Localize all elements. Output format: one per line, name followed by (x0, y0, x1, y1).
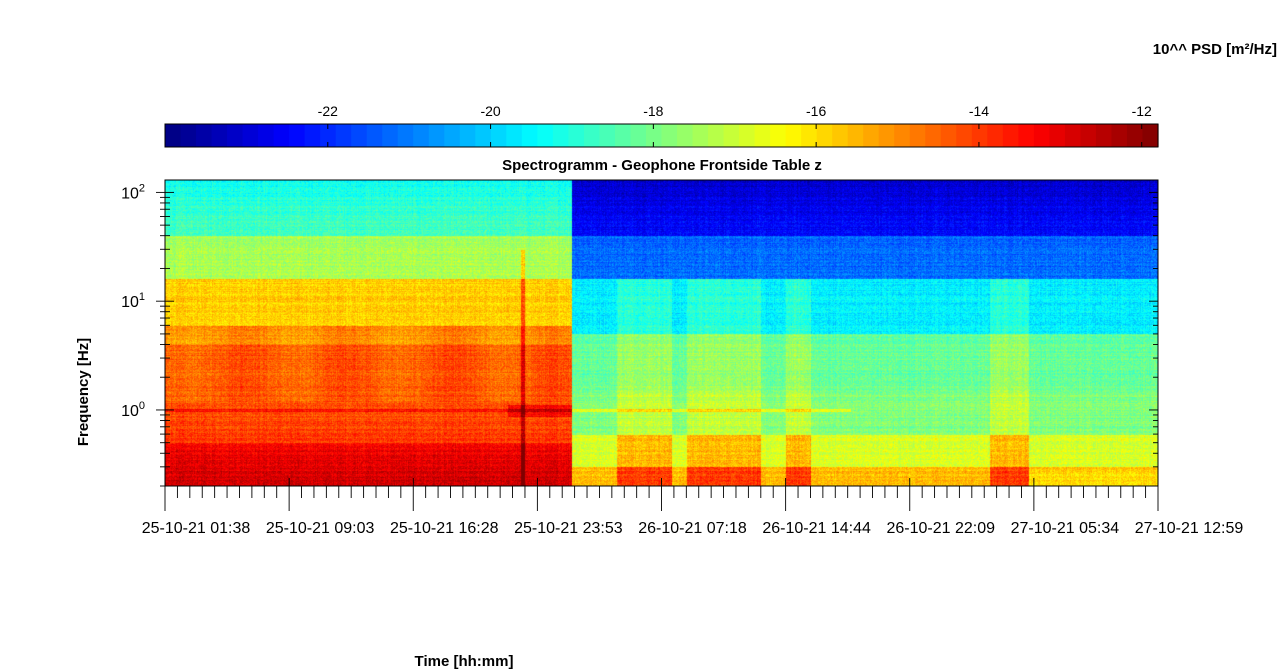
colorbar-cell (568, 124, 585, 147)
colorbar-cell (413, 124, 430, 147)
colorbar-cell (583, 124, 601, 147)
colorbar-cell (351, 124, 368, 147)
colorbar-cell (925, 124, 942, 147)
colorbar-cell (770, 124, 787, 147)
colorbar-cell (630, 124, 647, 147)
x-tick-label: 26-10-21 07:18 (638, 520, 747, 537)
colorbar-cell (397, 124, 414, 147)
colorbar-cell (320, 124, 337, 147)
colorbar-cell (459, 124, 476, 147)
y-tick-label: 102 (121, 182, 145, 202)
colorbar-cell (289, 124, 306, 147)
colorbar-cell (677, 124, 694, 147)
colorbar-tick-label: -22 (318, 103, 338, 119)
x-tick-label: 26-10-21 14:44 (762, 520, 871, 537)
colorbar-cell (708, 124, 725, 147)
colorbar-cell (940, 124, 957, 147)
colorbar-frame (164, 123, 1159, 148)
x-tick-label: 25-10-21 09:03 (266, 520, 375, 537)
colorbar-cell (785, 124, 802, 147)
y-tick-label: 100 (121, 400, 145, 420)
colorbar: -22 -20 -18 -16 -14 -12 (164, 103, 1159, 148)
colorbar-cell (506, 124, 523, 147)
colorbar-cell (382, 124, 399, 147)
colorbar-cell (801, 124, 818, 147)
colorbar-cell (1064, 124, 1082, 147)
colorbar-cell (878, 124, 895, 147)
colorbar-cell (1018, 124, 1035, 147)
colorbar-cell (180, 124, 197, 147)
colorbar-cell (227, 124, 244, 147)
colorbar-cell (754, 124, 771, 147)
colorbar-ticks: -22 -20 -18 -16 -14 -12 (318, 103, 1152, 147)
colorbar-cell (242, 124, 259, 147)
x-tick-label: 25-10-21 16:28 (390, 520, 499, 537)
x-tick-label: 25-10-21 01:38 (142, 520, 251, 537)
y-tick-label: 101 (121, 291, 145, 311)
colorbar-cell (863, 124, 880, 147)
colorbar-cell (847, 124, 864, 147)
colorbar-cell (894, 124, 911, 147)
colorbar-cell (645, 124, 663, 147)
colorbar-tick-label: -12 (1132, 103, 1152, 119)
colorbar-cell (304, 124, 321, 147)
colorbar-tick-label: -20 (480, 103, 500, 119)
colorbar-cell (335, 124, 352, 147)
y-axis-label: Frequency [Hz] (75, 338, 92, 446)
colorbar-cell (1002, 124, 1019, 147)
x-tick-label: 27-10-21 12:59 (1135, 520, 1244, 537)
colorbar-cell (909, 124, 926, 147)
colorbar-cell (211, 124, 228, 147)
colorbar-cell (537, 124, 554, 147)
colorbar-cell (987, 124, 1004, 147)
colorbar-cell (273, 124, 290, 147)
x-tick-label: 27-10-21 05:34 (1011, 520, 1120, 537)
colorbar-cell (1126, 124, 1144, 147)
x-tick-label: 26-10-21 22:09 (886, 520, 995, 537)
colorbar-cell (1111, 124, 1128, 147)
spectrogram-heatmap (165, 180, 1158, 486)
colorbar-cell (1033, 124, 1050, 147)
colorbar-cell (490, 124, 507, 147)
colorbar-cell (739, 124, 756, 147)
colorbar-cell (956, 124, 973, 147)
x-axis-label: Time [hh:mm] (415, 653, 514, 670)
chart-title: Spectrogramm - Geophone Frontside Table … (502, 157, 822, 174)
y-axis: 100 101 102 (121, 182, 1158, 487)
x-tick-label: 25-10-21 23:53 (514, 520, 623, 537)
colorbar-cell (723, 124, 740, 147)
colorbar-cell (692, 124, 709, 147)
colorbar-cell (599, 124, 616, 147)
colorbar-tick-label: -18 (643, 103, 663, 119)
colorbar-cell (521, 124, 538, 147)
colorbar-cell (258, 124, 275, 147)
colorbar-gradient (165, 124, 1159, 147)
colorbar-cell (1049, 124, 1066, 147)
colorbar-cell (1080, 124, 1097, 147)
colorbar-cell (552, 124, 570, 147)
colorbar-cell (1142, 124, 1159, 147)
colorbar-tick-label: -14 (969, 103, 989, 119)
colorbar-label: 10^^ PSD [m²/Hz] (1153, 41, 1277, 58)
colorbar-cell (475, 124, 492, 147)
colorbar-cell (196, 124, 213, 147)
colorbar-cell (1095, 124, 1113, 147)
colorbar-cell (428, 124, 445, 147)
colorbar-cell (832, 124, 849, 147)
colorbar-cell (661, 124, 678, 147)
colorbar-cell (165, 124, 182, 147)
x-axis: 25-10-21 01:38 25-10-21 09:03 25-10-21 16:… (142, 478, 1244, 537)
colorbar-cell (971, 124, 988, 147)
colorbar-cell (444, 124, 461, 147)
colorbar-cell (816, 124, 833, 147)
colorbar-cell (366, 124, 383, 147)
colorbar-tick-label: -16 (806, 103, 826, 119)
colorbar-cell (614, 124, 632, 147)
